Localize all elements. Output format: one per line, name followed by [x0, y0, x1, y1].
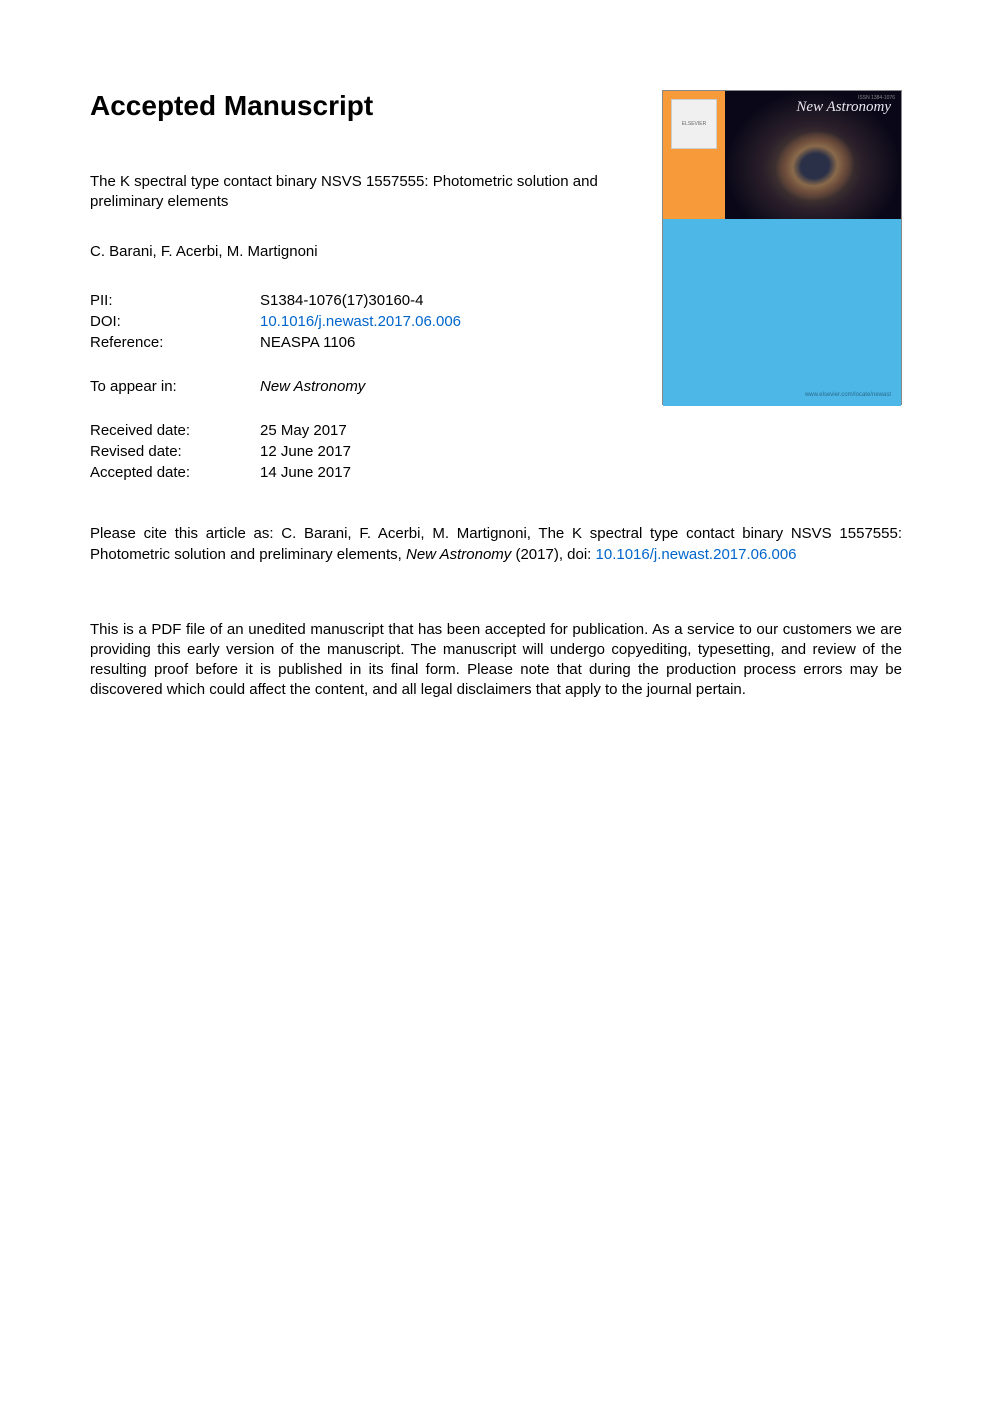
- doi-label: DOI:: [90, 311, 260, 332]
- cover-top-section: ELSEVIER ISSN 1384-1076 New Astronomy: [663, 91, 901, 219]
- received-row: Received date: 25 May 2017: [90, 420, 902, 441]
- revised-label: Revised date:: [90, 441, 260, 462]
- journal-cover-thumbnail: ELSEVIER ISSN 1384-1076 New Astronomy ww…: [662, 90, 902, 405]
- elsevier-logo-icon: ELSEVIER: [671, 99, 717, 149]
- revised-value: 12 June 2017: [260, 441, 902, 462]
- received-label: Received date:: [90, 420, 260, 441]
- citation-journal: New Astronomy: [406, 546, 511, 563]
- cover-dark-panel: ISSN 1384-1076 New Astronomy: [725, 91, 901, 219]
- to-appear-label: To appear in:: [90, 378, 260, 395]
- revised-row: Revised date: 12 June 2017: [90, 441, 902, 462]
- cover-bottom-section: www.elsevier.com/locate/newast: [663, 219, 901, 406]
- accepted-value: 14 June 2017: [260, 462, 902, 483]
- ring-nebula-icon: [767, 122, 862, 210]
- accepted-label: Accepted date:: [90, 462, 260, 483]
- article-title: The K spectral type contact binary NSVS …: [90, 172, 610, 213]
- cover-orange-sidebar: ELSEVIER: [663, 91, 725, 219]
- reference-label: Reference:: [90, 332, 260, 353]
- citation-block: Please cite this article as: C. Barani, …: [90, 523, 902, 565]
- cover-journal-title: New Astronomy: [796, 99, 891, 116]
- citation-doi-link[interactable]: 10.1016/j.newast.2017.06.006: [596, 546, 797, 563]
- cover-url-text: www.elsevier.com/locate/newast: [805, 392, 891, 398]
- accepted-row: Accepted date: 14 June 2017: [90, 462, 902, 483]
- pii-label: PII:: [90, 290, 260, 311]
- header-section: Accepted Manuscript ELSEVIER ISSN 1384-1…: [90, 90, 902, 483]
- received-value: 25 May 2017: [260, 420, 902, 441]
- to-appear-journal: New Astronomy: [260, 378, 365, 395]
- disclaimer-text: This is a PDF file of an unedited manusc…: [90, 620, 902, 701]
- citation-year-doi: (2017), doi:: [511, 546, 595, 563]
- dates-table: Received date: 25 May 2017 Revised date:…: [90, 420, 902, 483]
